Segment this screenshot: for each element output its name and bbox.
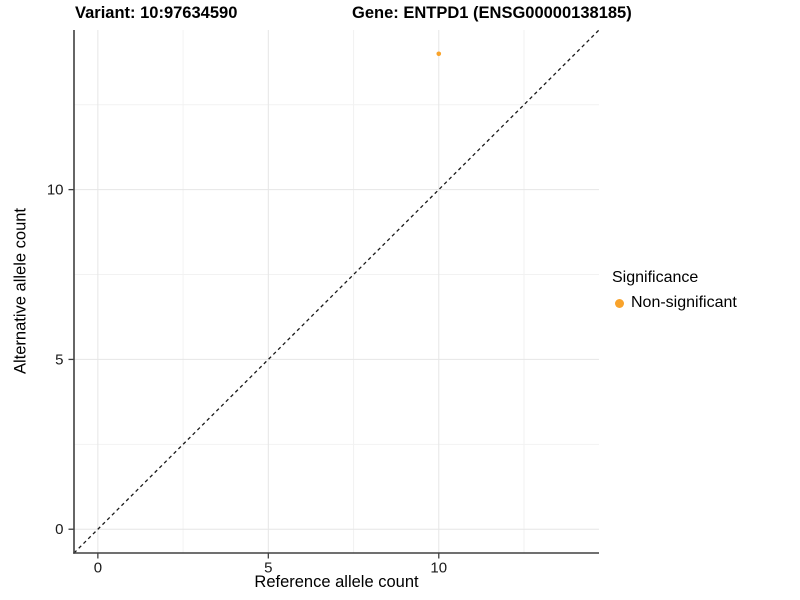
- legend: Significance Non-significant: [612, 269, 737, 312]
- plot-title-gene: Gene: ENTPD1 (ENSG00000138185): [352, 4, 632, 22]
- identity-dashed-line: [73, 29, 600, 554]
- plot-title-variant: Variant: 10:97634590: [75, 4, 238, 22]
- x-axis-title: Reference allele count: [254, 573, 419, 591]
- legend-item-label: Non-significant: [631, 294, 737, 311]
- data-point: [436, 51, 442, 57]
- x-tick-label: 10: [430, 560, 447, 577]
- legend-items: Non-significant: [612, 294, 737, 312]
- y-tick-label: 0: [55, 521, 63, 538]
- legend-title: Significance: [612, 269, 699, 286]
- y-tick-label: 5: [55, 351, 63, 368]
- y-tick-label: 10: [47, 182, 64, 199]
- x-tick-label: 5: [264, 560, 272, 577]
- x-tick-label: 0: [94, 560, 102, 577]
- legend-item: Non-significant: [612, 294, 737, 312]
- legend-key-dot-icon: [615, 298, 624, 308]
- y-axis-title: Alternative allele count: [11, 207, 30, 375]
